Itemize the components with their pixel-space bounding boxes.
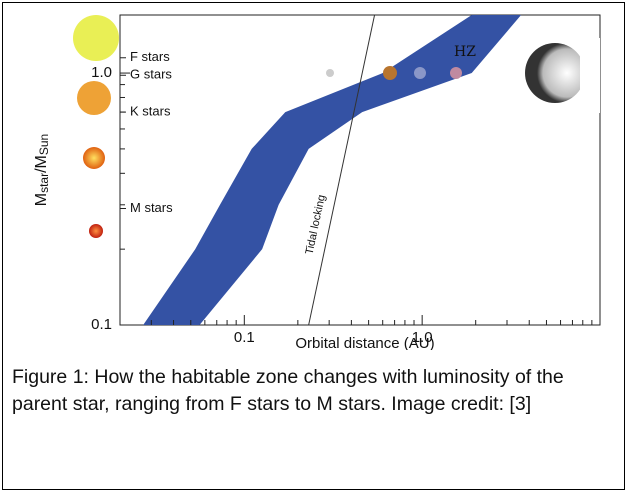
star-type-label: M stars bbox=[130, 200, 173, 215]
y-label-part: /M bbox=[33, 155, 50, 173]
planet-icon bbox=[383, 66, 397, 80]
y-tick-label: 0.1 bbox=[91, 316, 112, 333]
hz-label: HZ bbox=[454, 44, 476, 60]
x-tick-label: 0.1 bbox=[234, 329, 255, 346]
star-type-label: F stars bbox=[130, 49, 170, 64]
star-type-label: G stars bbox=[130, 67, 172, 82]
y-axis-label: Mstar/MSun bbox=[33, 134, 51, 206]
k-star-icon bbox=[83, 147, 105, 169]
x-axis-label: Orbital distance (AU) bbox=[295, 335, 434, 350]
y-label-sub: Sun bbox=[37, 134, 51, 155]
plot-frame bbox=[119, 14, 601, 326]
planet-icon bbox=[450, 67, 462, 79]
tidal-locking-line bbox=[308, 14, 376, 326]
y-label-sub: star bbox=[37, 173, 51, 193]
caption: Figure 1: How the habitable zone changes… bbox=[12, 366, 564, 415]
y-label-part: M bbox=[33, 193, 50, 206]
planet-icon bbox=[326, 69, 334, 77]
moon-icon bbox=[525, 43, 585, 103]
x-tick-label: 1.0 bbox=[412, 329, 433, 346]
planet-icon bbox=[414, 67, 426, 79]
habitable-zone bbox=[143, 15, 522, 325]
m-star-icon bbox=[89, 224, 103, 238]
moon-mask bbox=[580, 38, 600, 113]
y-tick-label: 1.0 bbox=[91, 64, 112, 81]
tidal-locking-label: Tidal locking bbox=[304, 194, 328, 256]
f-star-icon bbox=[73, 15, 119, 61]
chart: HZ Tidal locking 0.1 1.0 0.1 1.0 F stars G star… bbox=[33, 14, 601, 350]
star-type-label: K stars bbox=[130, 104, 171, 119]
g-star-icon bbox=[77, 81, 111, 115]
